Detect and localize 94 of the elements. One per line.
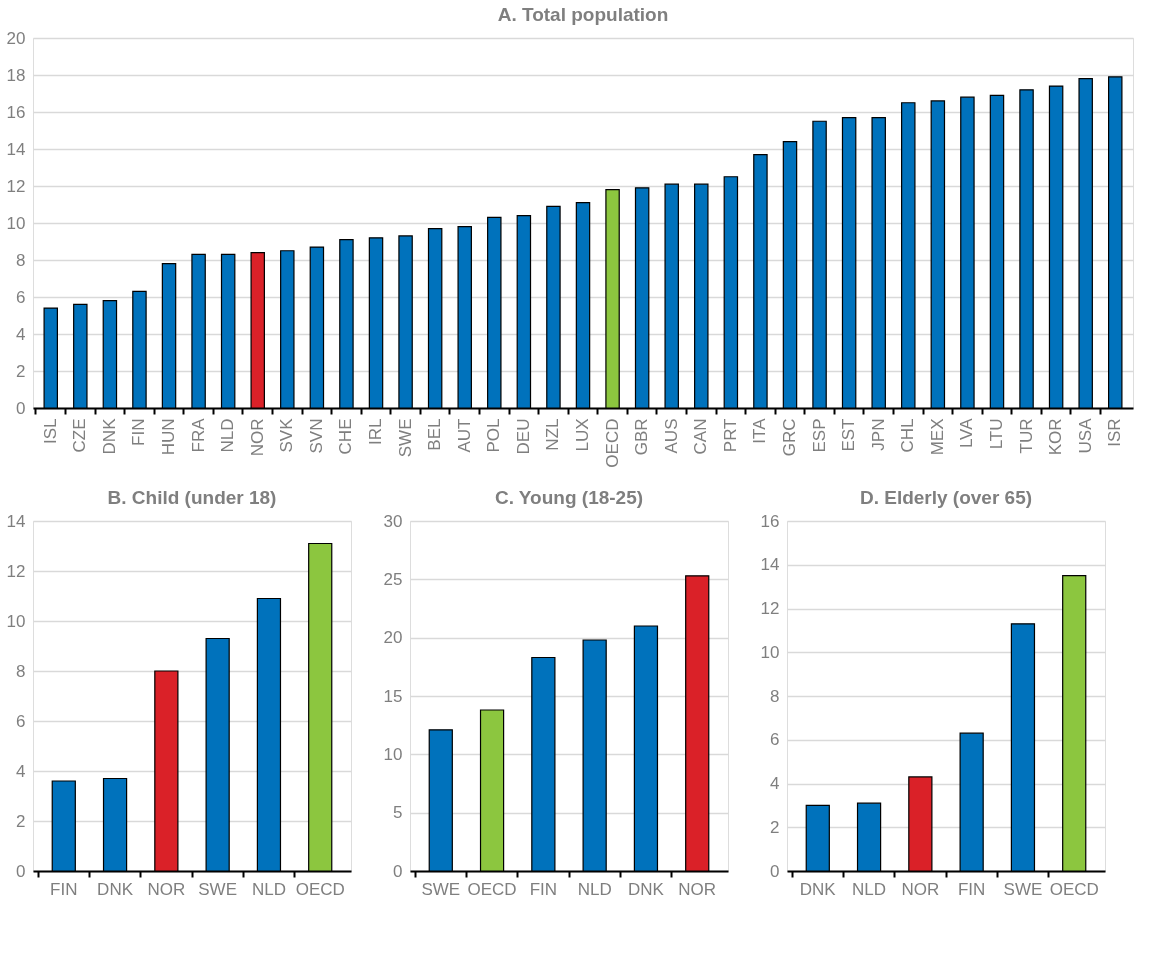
x-tick-label: NOR: [678, 879, 717, 899]
x-tick-label: LUX: [573, 418, 592, 452]
x-tick-label: HUN: [159, 418, 179, 456]
y-tick-label: 12: [6, 561, 26, 581]
x-tick-label: SWE: [1003, 879, 1043, 899]
x-tick-label: FRA: [188, 417, 208, 453]
chart-title: C. Young (18-25): [494, 487, 644, 508]
x-tick-label: NLD: [852, 879, 887, 899]
x-tick-label: ISR: [1105, 418, 1125, 447]
x-tick-label: MEX: [927, 418, 947, 456]
x-tick-label: DNK: [97, 879, 134, 899]
y-tick-label: 10: [760, 642, 780, 662]
x-tick-label: SWE: [421, 879, 461, 899]
y-tick-label: 2: [770, 817, 780, 837]
y-tick-label: 10: [383, 744, 403, 764]
x-tick-label: IRL: [366, 418, 386, 445]
x-tick-label: LVA: [957, 417, 977, 449]
y-tick-label: 8: [770, 686, 780, 706]
y-tick-label: 25: [383, 569, 403, 589]
x-tick-label: SWE: [395, 418, 415, 458]
y-tick-label: 0: [16, 861, 26, 881]
y-tick-label: 8: [16, 250, 26, 270]
y-tick-label: 5: [393, 803, 403, 823]
y-tick-label: 2: [16, 811, 26, 831]
y-tick-label: 20: [383, 628, 403, 648]
chart-title: D. Elderly (over 65): [859, 487, 1033, 508]
x-tick-label: OECD: [295, 879, 345, 899]
x-tick-label: CHL: [898, 418, 918, 453]
x-tick-label: NOR: [147, 879, 186, 899]
x-tick-label: NLD: [577, 879, 612, 899]
y-tick-label: 0: [770, 861, 780, 881]
y-tick-label: 6: [770, 730, 780, 750]
y-tick-label: 2: [16, 361, 26, 381]
y-tick-label: 18: [6, 65, 26, 85]
x-tick-label: NZL: [543, 418, 563, 451]
y-tick-label: 15: [383, 686, 403, 706]
y-tick-label: 16: [760, 511, 780, 531]
x-tick-label: PRT: [720, 418, 740, 453]
y-tick-label: 0: [393, 861, 403, 881]
x-tick-label: AUS: [661, 418, 681, 454]
x-tick-label: GRC: [779, 418, 799, 457]
y-tick-label: 4: [770, 774, 780, 793]
y-tick-label: 8: [16, 661, 26, 681]
x-tick-label: FIN: [957, 879, 986, 899]
y-tick-label: 10: [6, 213, 26, 233]
x-tick-label: OECD: [1049, 879, 1099, 899]
y-tick-label: 12: [760, 599, 780, 618]
x-tick-label: NOR: [901, 879, 940, 899]
x-tick-label: NOR: [247, 418, 267, 457]
y-tick-label: 14: [6, 139, 26, 159]
x-tick-label: ISL: [40, 418, 60, 445]
y-tick-label: 6: [16, 711, 26, 731]
x-tick-label: NLD: [251, 879, 286, 899]
y-tick-label: 10: [6, 611, 26, 631]
x-tick-label: BEL: [425, 418, 445, 451]
y-tick-label: 6: [16, 287, 26, 307]
y-tick-label: 14: [6, 511, 26, 531]
y-tick-label: 16: [6, 102, 26, 122]
x-tick-label: FIN: [529, 879, 558, 899]
y-tick-label: 14: [760, 555, 780, 575]
x-tick-label: CAN: [691, 418, 711, 455]
x-tick-label: DEU: [513, 418, 533, 455]
y-tick-label: 4: [16, 761, 26, 781]
x-tick-label: DNK: [99, 417, 119, 455]
y-tick-label: 20: [6, 28, 26, 48]
x-tick-label: OECD: [467, 879, 517, 899]
chart-title: B. Child (under 18): [107, 487, 277, 508]
x-tick-label: CZE: [70, 418, 90, 453]
y-tick-label: 0: [16, 398, 26, 418]
x-tick-label: USA: [1075, 417, 1095, 454]
x-tick-label: CHE: [336, 418, 356, 455]
x-tick-label: ESP: [809, 418, 829, 453]
y-tick-label: 4: [16, 324, 26, 344]
x-tick-label: ITA: [750, 417, 770, 444]
x-tick-label: POL: [484, 418, 504, 453]
chart-title: A. Total population: [497, 4, 669, 25]
y-tick-label: 12: [6, 176, 26, 196]
x-tick-label: NLD: [218, 418, 238, 453]
x-tick-label: KOR: [1046, 418, 1066, 456]
x-tick-label: DNK: [799, 879, 837, 899]
x-tick-label: JPN: [868, 418, 888, 451]
x-tick-label: SWE: [198, 879, 238, 899]
x-tick-label: DNK: [627, 879, 665, 899]
x-tick-label: AUT: [454, 418, 474, 453]
x-tick-label: GBR: [632, 418, 652, 456]
x-tick-label: TUR: [1016, 418, 1036, 454]
x-tick-label: EST: [839, 418, 859, 452]
x-tick-label: SVN: [306, 418, 326, 454]
y-tick-label: 30: [383, 511, 403, 531]
x-tick-label: FIN: [129, 418, 149, 446]
x-tick-label: SVK: [277, 417, 297, 453]
x-tick-label: OECD: [602, 418, 622, 468]
x-tick-label: FIN: [50, 879, 78, 899]
x-tick-label: LTU: [986, 418, 1006, 450]
